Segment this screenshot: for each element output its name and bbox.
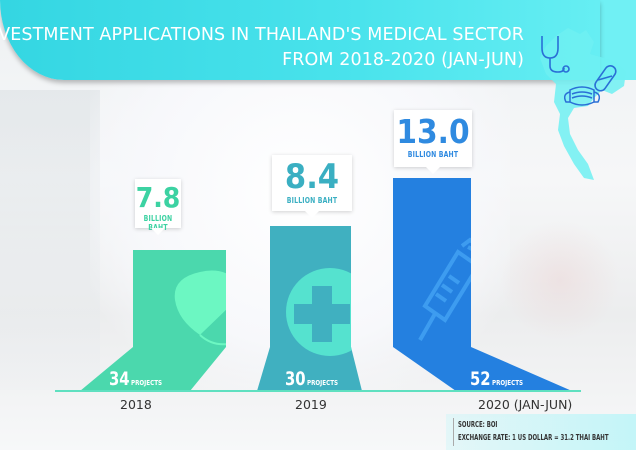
- stethoscope-icon: [541, 36, 570, 73]
- projects-count-2018: 34: [109, 368, 130, 390]
- value-callout-2018: 7.8 BILLION BAHT: [135, 179, 181, 235]
- projects-2019: 30 PROJECTS: [285, 368, 346, 390]
- exchange-rate-text: EXCHANGE RATE: 1 US DOLLAR = 31.2 THAI B…: [458, 433, 609, 442]
- unit-2019: BILLION BAHT: [286, 196, 338, 205]
- bar-2019: [257, 226, 362, 391]
- value-callout-2019: 8.4 BILLION BAHT: [272, 155, 352, 218]
- unit-2020: BILLION BAHT: [407, 150, 459, 159]
- projects-label-2020: PROJECTS: [492, 379, 524, 387]
- chart-baseline: [55, 390, 581, 392]
- bar-2020: [393, 178, 572, 391]
- projects-2018: 34 PROJECTS: [109, 368, 170, 390]
- header-banner: [0, 0, 600, 80]
- year-label-2018: 2018: [120, 397, 152, 412]
- bar-2018: [80, 250, 226, 391]
- year-label-2020: 2020 (JAN-JUN): [478, 397, 573, 412]
- projects-label-2019: PROJECTS: [307, 379, 339, 387]
- value-2020: 13.0: [396, 112, 470, 151]
- source-divider: [453, 418, 454, 446]
- value-2019: 8.4: [284, 157, 340, 197]
- chart-title-line1: INVESTMENT APPLICATIONS IN THAILAND'S ME…: [0, 25, 524, 45]
- value-2018: 7.8: [135, 181, 181, 214]
- pill-capsule-icon: [594, 65, 617, 92]
- year-label-2019: 2019: [295, 397, 327, 412]
- thailand-map-icon: [540, 28, 626, 180]
- projects-2020: 52 PROJECTS: [470, 368, 531, 390]
- unit-2018: BILLION BAHT: [143, 214, 173, 232]
- pill-icon: [174, 270, 226, 346]
- value-callout-2020: 13.0 BILLION BAHT: [394, 110, 472, 174]
- projects-label-2018: PROJECTS: [131, 379, 163, 387]
- chart-title-line2: FROM 2018-2020 (JAN-JUN): [282, 50, 524, 70]
- projects-count-2019: 30: [285, 368, 306, 390]
- source-text: SOURCE: BOI: [458, 420, 498, 429]
- face-mask-icon: [563, 86, 601, 106]
- projects-count-2020: 52: [470, 368, 491, 390]
- source-note: SOURCE: BOI EXCHANGE RATE: 1 US DOLLAR =…: [446, 414, 636, 450]
- medical-cross-icon: [286, 268, 362, 356]
